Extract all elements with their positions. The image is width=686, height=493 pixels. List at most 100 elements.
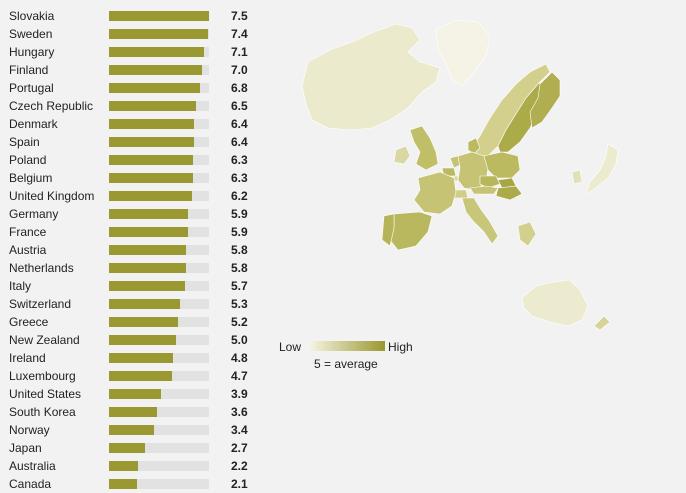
bar	[109, 461, 139, 471]
bar-category-label: Denmark	[9, 117, 58, 131]
bar-value-label: 6.3	[231, 171, 248, 185]
bar	[109, 137, 195, 147]
bar-category-label: Greece	[9, 315, 49, 329]
bar-category-label: Switzerland	[9, 297, 72, 311]
bar-value-label: 6.4	[231, 135, 248, 149]
bar-category-label: United States	[9, 387, 82, 401]
bar-row: Luxembourg 4.7	[0, 367, 260, 385]
bar	[109, 209, 188, 219]
bar-row: United States 3.9	[0, 385, 260, 403]
map-region-finland	[529, 71, 561, 129]
bar-category-label: Luxembourg	[9, 369, 76, 383]
map-region-austria	[469, 185, 499, 195]
bar-track	[109, 317, 209, 327]
bar	[109, 11, 209, 21]
bar-value-label: 2.2	[231, 459, 248, 473]
bar-track	[109, 479, 209, 489]
bar-track	[109, 353, 209, 363]
bar-category-label: South Korea	[9, 405, 76, 419]
bar-chart: Slovakia 7.5 Sweden 7.4 Hungary 7.1 Finland 7.0…	[0, 0, 260, 492]
bar-category-label: Ireland	[9, 351, 46, 365]
bar	[109, 443, 145, 453]
bar-value-label: 6.4	[231, 117, 248, 131]
bar-track	[109, 461, 209, 471]
bar	[109, 407, 157, 417]
bar-row: Greece 5.2	[0, 313, 260, 331]
bar-category-label: Poland	[9, 153, 47, 167]
bar-category-label: Australia	[9, 459, 56, 473]
bar-value-label: 7.0	[231, 63, 248, 77]
bar	[109, 101, 196, 111]
bar-row: Switzerland 5.3	[0, 295, 260, 313]
bar	[109, 317, 179, 327]
bar-value-label: 4.7	[231, 369, 248, 383]
bar-track	[109, 65, 209, 75]
map-region-denmark	[467, 137, 481, 155]
bar-track	[109, 227, 209, 237]
bar-track	[109, 245, 209, 255]
bar-category-label: Norway	[9, 423, 50, 437]
bar-value-label: 5.8	[231, 243, 248, 257]
map-region-italy	[461, 197, 499, 245]
bar-category-label: Netherlands	[9, 261, 74, 275]
bar-value-label: 5.9	[231, 225, 248, 239]
bar-track	[109, 191, 209, 201]
bar-row: Portugal 6.8	[0, 79, 260, 97]
legend-gradient	[310, 341, 385, 351]
bar-row: Canada 2.1	[0, 475, 260, 493]
bar	[109, 191, 192, 201]
bar-track	[109, 155, 209, 165]
bar-row: Australia 2.2	[0, 457, 260, 475]
bar	[109, 263, 187, 273]
bar-row: France 5.9	[0, 223, 260, 241]
bar-track	[109, 371, 209, 381]
bar-category-label: Czech Republic	[9, 99, 94, 113]
bar-track	[109, 209, 209, 219]
bar-value-label: 7.5	[231, 9, 248, 23]
bar-row: Norway 3.4	[0, 421, 260, 439]
bar-track	[109, 389, 209, 399]
bar	[109, 389, 161, 399]
bar-row: United Kingdom 6.2	[0, 187, 260, 205]
map-region-greenland	[435, 19, 491, 87]
bar-row: Austria 5.8	[0, 241, 260, 259]
bar-value-label: 5.3	[231, 297, 248, 311]
bar-category-label: France	[9, 225, 47, 239]
bar-value-label: 5.8	[231, 261, 248, 275]
bar	[109, 227, 188, 237]
map-region-czech-republic	[479, 175, 501, 189]
bar-row: Italy 5.7	[0, 277, 260, 295]
bar-category-label: Sweden	[9, 27, 53, 41]
bar-value-label: 6.5	[231, 99, 248, 113]
bar-value-label: 3.4	[231, 423, 248, 437]
bar	[109, 335, 176, 345]
choropleth-map	[301, 19, 619, 330]
bar-category-label: Italy	[9, 279, 32, 293]
bar-track	[109, 173, 209, 183]
bar-row: Germany 5.9	[0, 205, 260, 223]
bar-value-label: 6.2	[231, 189, 248, 203]
bar-track	[109, 299, 209, 309]
map-region-poland	[483, 151, 521, 179]
bar-row: Spain 6.4	[0, 133, 260, 151]
bar-track	[109, 47, 209, 57]
bar-value-label: 5.0	[231, 333, 248, 347]
bar	[109, 65, 203, 75]
legend-average-note: 5 = average	[314, 357, 378, 371]
map-legend: Low High 5 = average	[279, 338, 429, 374]
bar-value-label: 2.7	[231, 441, 248, 455]
map-region-norway	[469, 63, 551, 159]
map-region-ireland	[393, 145, 411, 165]
bar-row: Hungary 7.1	[0, 43, 260, 61]
bar-value-label: 5.7	[231, 279, 248, 293]
bar-track	[109, 263, 209, 273]
bar	[109, 371, 172, 381]
bar-category-label: New Zealand	[9, 333, 80, 347]
map-region-canada	[301, 23, 441, 131]
bar-row: Poland 6.3	[0, 151, 260, 169]
bar-value-label: 6.3	[231, 153, 248, 167]
bar-track	[109, 137, 209, 147]
map-region-portugal	[381, 213, 395, 247]
bar-value-label: 3.6	[231, 405, 248, 419]
bar-track	[109, 335, 209, 345]
